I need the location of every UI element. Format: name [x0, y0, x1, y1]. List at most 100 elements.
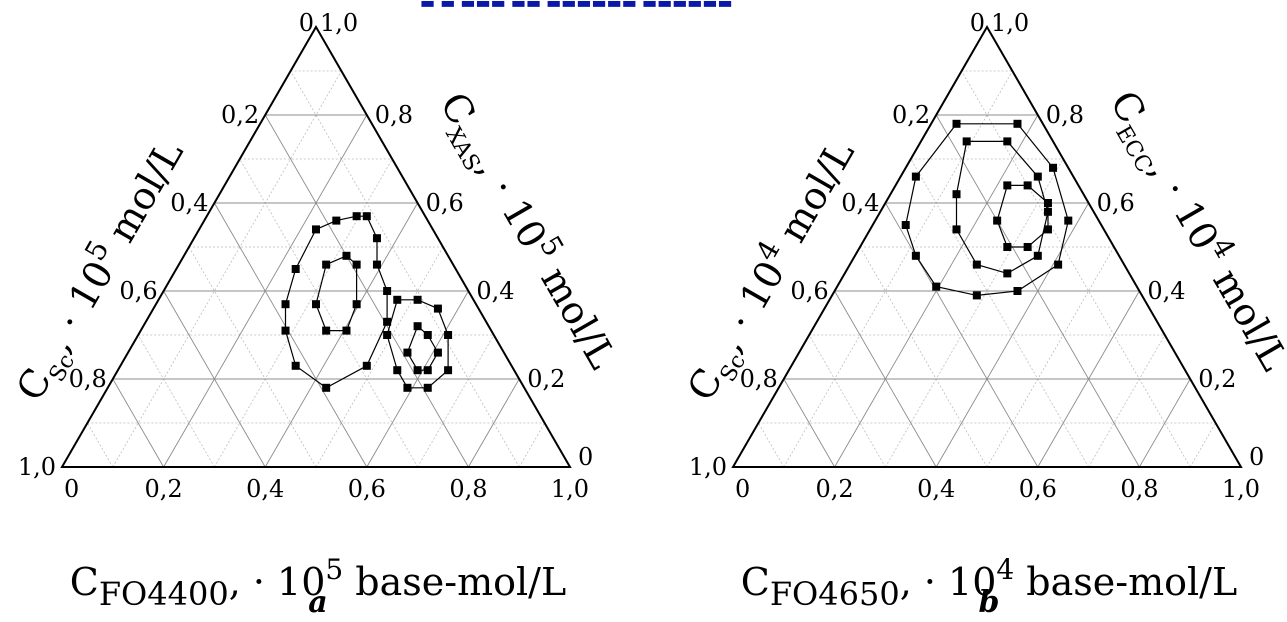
grid-line: [1139, 378, 1191, 468]
bottom-axis-title: CFO4650, · 104 base-mol/L: [741, 553, 1237, 613]
grid-line: [859, 246, 988, 468]
data-point-marker: [352, 260, 361, 269]
left-tick-label: 0,2: [892, 101, 930, 129]
data-point-marker: [413, 295, 422, 304]
bottom-tick-label: 0: [64, 475, 79, 503]
contour-line: [284, 215, 388, 389]
right-tick-label: 0,2: [527, 365, 565, 393]
bottom-tick-label: 0,2: [145, 475, 183, 503]
grid-line: [137, 334, 215, 468]
data-point-marker: [1023, 243, 1032, 251]
cropped-caption-strip: ▬ ▬ ▬▬▬ ▬▬ ▬▬▬▬▬▬ ▬▬▬▬▬▬: [420, 0, 733, 12]
bottom-tick-label: 0,2: [816, 475, 854, 503]
left-tick-label: 0,4: [170, 189, 208, 217]
grid-line: [935, 202, 1089, 468]
right-tick-label: 0,4: [1147, 277, 1185, 305]
contour-line: [406, 325, 439, 371]
data-point-marker: [993, 216, 1002, 225]
data-point-marker: [393, 295, 402, 304]
left-tick-label: 0: [299, 9, 314, 37]
data-point-marker: [281, 326, 290, 335]
data-point-marker: [932, 282, 941, 291]
grid-line: [214, 202, 368, 468]
data-point-marker: [372, 260, 381, 269]
bottom-tick-label: 0,8: [449, 475, 487, 503]
grid-line: [885, 202, 1039, 468]
data-point-marker: [1003, 269, 1012, 278]
data-point-marker: [322, 260, 331, 269]
data-point-marker: [1003, 181, 1012, 190]
bottom-axis-title: CFO4400, · 105 base-mol/L: [70, 553, 566, 613]
data-point-marker: [911, 172, 920, 181]
bottom-tick-label: 1,0: [551, 475, 589, 503]
left-tick-label: 0,6: [790, 277, 828, 305]
data-point-marker: [352, 212, 361, 221]
data-point-marker: [423, 331, 432, 339]
grid-line: [315, 246, 444, 468]
contour-line: [996, 184, 1049, 248]
left-tick-label: 1,0: [689, 453, 727, 481]
data-point-marker: [1043, 199, 1052, 207]
grid-line: [163, 290, 266, 468]
right-tick-label: 0: [1249, 443, 1264, 471]
grid-line: [834, 290, 937, 468]
data-point-marker: [423, 366, 432, 375]
data-point-marker: [403, 383, 412, 392]
right-tick-label: 0,8: [375, 101, 413, 129]
contour-line: [315, 255, 358, 332]
left-tick-label: 1,0: [18, 453, 56, 481]
data-point-marker: [362, 361, 371, 370]
data-point-marker: [444, 331, 453, 339]
panel-label: a: [308, 585, 327, 618]
data-point-marker: [1003, 137, 1012, 146]
right-tick-label: 0: [578, 443, 593, 471]
data-point-marker: [1049, 163, 1058, 172]
data-point-marker: [1013, 287, 1022, 295]
data-point-marker: [312, 225, 320, 234]
data-point-marker: [352, 300, 361, 309]
right-tick-label: 1,0: [991, 9, 1029, 37]
data-point-marker: [1043, 225, 1052, 234]
grid-line: [885, 158, 1064, 468]
panel-label: b: [979, 585, 1000, 618]
right-tick-label: 0,2: [1198, 365, 1236, 393]
data-point-marker: [403, 348, 412, 357]
data-point-marker: [433, 348, 442, 357]
data-point-marker: [413, 322, 422, 331]
bottom-tick-label: 0,6: [1019, 475, 1057, 503]
data-point-marker: [444, 366, 453, 375]
grid-line: [239, 158, 418, 468]
triangle-frame: [60, 24, 572, 468]
grid-line: [758, 422, 785, 468]
grid-line: [1088, 334, 1166, 468]
bottom-tick-label: 0,4: [246, 475, 284, 503]
data-point-marker: [312, 300, 320, 309]
data-point-marker: [433, 304, 442, 313]
grid-line: [214, 158, 393, 468]
data-point-marker: [322, 326, 331, 335]
contour-line: [386, 299, 449, 389]
right-tick-label: 0,4: [476, 277, 514, 305]
left-tick-label: 0: [970, 9, 985, 37]
data-point-marker: [413, 366, 422, 375]
grid-line: [783, 70, 1013, 468]
right-axis-title: CXAS, · 105 mol/L: [425, 82, 631, 380]
grid-line: [986, 246, 1115, 468]
grid-line: [188, 246, 317, 468]
data-point-marker: [962, 137, 971, 146]
bottom-tick-label: 0,4: [917, 475, 955, 503]
right-tick-label: 0,6: [1097, 189, 1135, 217]
left-tick-label: 0,8: [740, 365, 778, 393]
contour-line: [955, 140, 1049, 275]
data-point-marker: [322, 383, 331, 392]
grid-line: [468, 378, 520, 468]
data-point-marker: [952, 225, 961, 234]
data-point-marker: [911, 251, 920, 260]
data-point-marker: [281, 300, 290, 309]
data-point-marker: [1054, 260, 1063, 269]
bottom-tick-label: 0,6: [348, 475, 386, 503]
data-point-marker: [952, 190, 961, 199]
ternary-panel-b: 0 0,2 0,4 0,6 0,8 1,01,00,80,60,40,20 1,00,80,…: [679, 9, 1287, 620]
grid-line: [961, 70, 1191, 468]
